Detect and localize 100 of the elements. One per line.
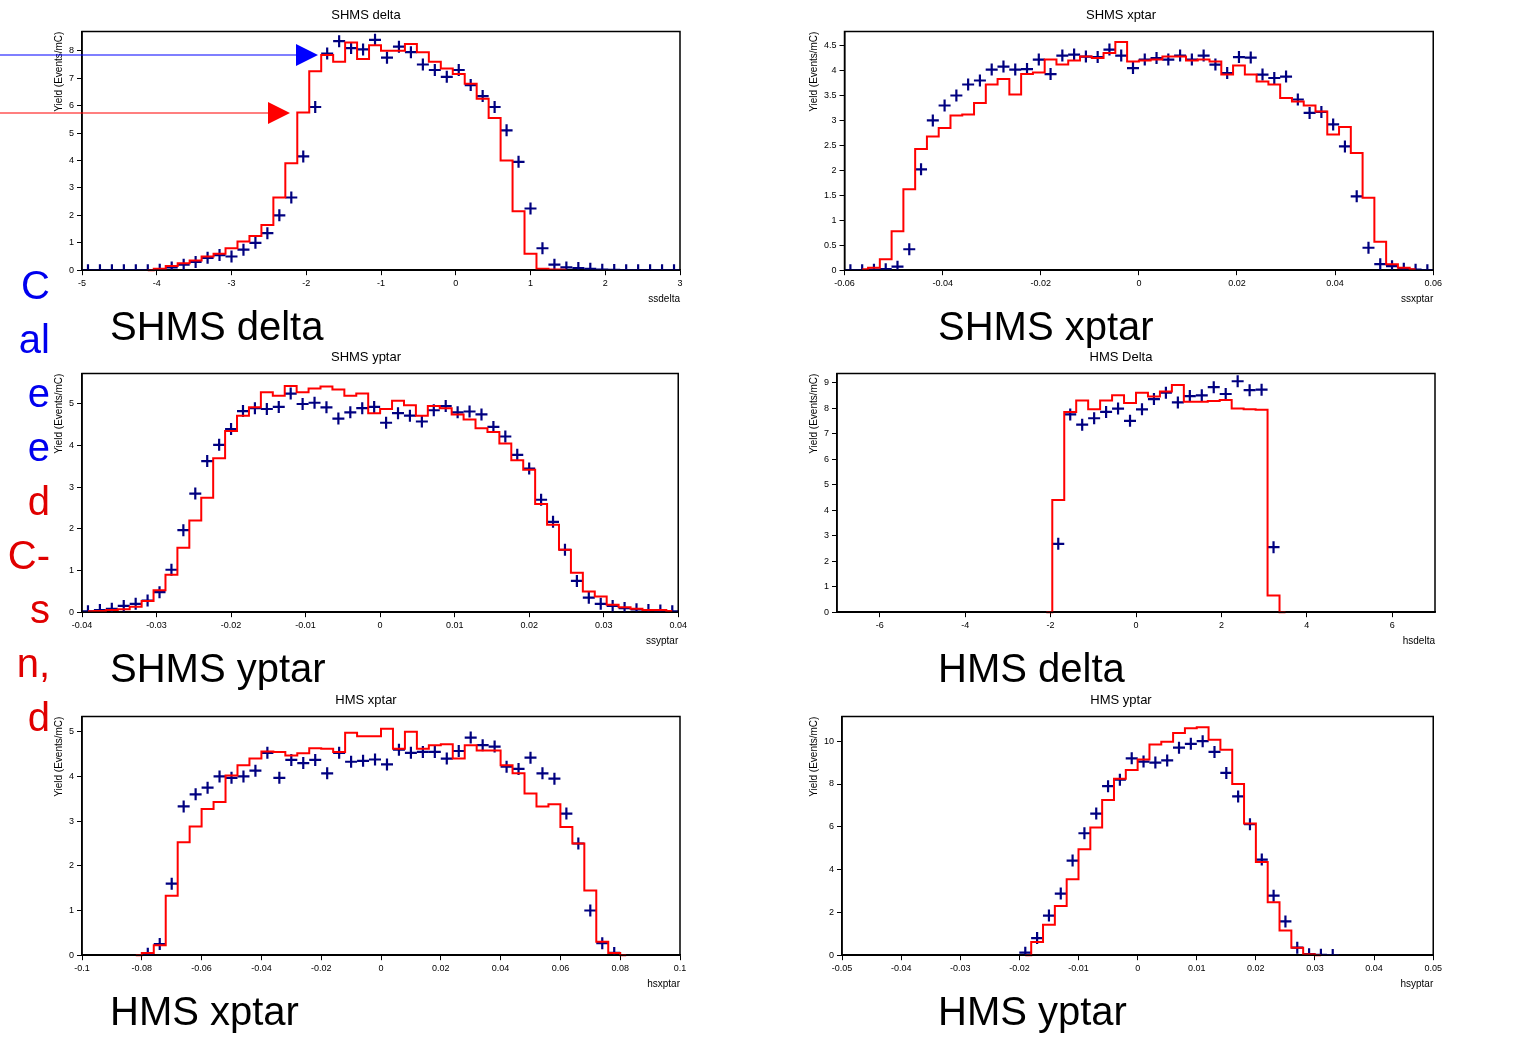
y-tick-label: 8	[68, 45, 75, 56]
x-tick-label: 0	[377, 620, 383, 631]
y-tick-label: 3	[68, 815, 75, 826]
x-tick-label: -0.1	[74, 963, 90, 974]
x-tick-label: -3	[227, 278, 236, 289]
y-tick-label: 3	[68, 182, 75, 193]
chart-title: SHMS yptar	[330, 349, 402, 365]
y-tick-label: 0	[823, 606, 830, 617]
y-tick-label: 2.5	[824, 139, 837, 150]
y-tick-label: 4.5	[824, 40, 837, 51]
text: HMS xptar	[110, 989, 299, 1033]
text: n,	[15, 640, 50, 687]
text: d	[26, 478, 50, 525]
y-axis-title: Yield (Events/mC)	[807, 373, 819, 454]
x-tick-label: 2	[1218, 620, 1224, 631]
x-tick-label: -5	[78, 278, 87, 289]
y-tick-label: 1	[68, 565, 75, 576]
text: SHMS xptar	[938, 304, 1154, 348]
x-tick-label: 0.06	[551, 963, 570, 974]
x-tick-label: 0.01	[1187, 963, 1206, 974]
x-tick-label: 0	[1133, 620, 1139, 631]
chart-title: SHMS delta	[331, 7, 402, 23]
y-axis-title: Yield (Events/mC)	[52, 716, 64, 797]
x-tick-label: 0	[378, 963, 384, 974]
x-tick-label: 0.03	[594, 620, 613, 631]
x-tick-label: -0.02	[310, 963, 332, 974]
y-tick-label: 2	[68, 860, 75, 871]
y-tick-label: 10	[824, 735, 835, 746]
x-tick-label: 0.04	[1365, 963, 1383, 974]
text: HMS yptar	[938, 989, 1127, 1033]
text: C-	[7, 532, 50, 579]
x-tick-label: -0.04	[890, 963, 912, 974]
x-tick-label: -0.06	[191, 963, 212, 974]
x-tick-label: -4	[152, 278, 161, 289]
y-tick-label: 1	[823, 581, 830, 592]
x-tick-label: 0.04	[491, 963, 510, 974]
y-tick-label: 5	[823, 479, 830, 490]
x-tick-label: 0.02	[1247, 963, 1265, 974]
x-tick-label: -0.08	[131, 963, 153, 974]
y-tick-label: 4	[68, 770, 75, 781]
text: d	[26, 694, 50, 741]
text: e	[26, 424, 50, 471]
x-tick-label: 3	[677, 278, 683, 289]
x-tick-label: -0.03	[950, 963, 971, 974]
y-tick-label: 0	[829, 949, 835, 960]
y-axis-title: Yield (Events/mC)	[807, 716, 819, 797]
x-tick-label: -2	[302, 278, 311, 289]
y-axis-title: Yield (Events/mC)	[52, 373, 64, 454]
x-axis-title: hsyptar	[1400, 977, 1434, 989]
x-tick-label: -1	[376, 278, 386, 289]
y-tick-label: 2	[68, 523, 75, 534]
x-tick-label: 0.01	[445, 620, 464, 631]
y-tick-label: 3	[831, 114, 837, 125]
y-tick-label: 3	[823, 530, 830, 541]
x-tick-label: 0	[453, 278, 459, 289]
text: SHMS yptar	[110, 646, 326, 690]
x-tick-label: 4	[1304, 620, 1310, 631]
y-tick-label: 5	[68, 726, 75, 737]
x-tick-label: 0.02	[1228, 278, 1246, 289]
x-tick-label: -0.06	[834, 278, 855, 289]
y-tick-label: 4	[68, 440, 75, 451]
y-tick-label: 6	[829, 821, 835, 832]
x-tick-label: 2	[602, 278, 608, 289]
x-tick-label: -0.04	[932, 278, 953, 289]
y-tick-label: 4	[829, 864, 835, 875]
x-tick-label: -0.02	[220, 620, 242, 631]
y-tick-label: 4	[823, 504, 830, 515]
y-tick-label: 2	[823, 555, 830, 566]
x-tick-label: 0.04	[1326, 278, 1344, 289]
x-axis-title: hsdelta	[1402, 634, 1436, 646]
chart-title: SHMS xptar	[1085, 7, 1157, 23]
x-tick-label: 0.08	[611, 963, 629, 974]
y-tick-label: 0	[68, 606, 75, 617]
y-tick-label: 7	[68, 72, 75, 83]
x-tick-label: 0.02	[432, 963, 450, 974]
x-tick-label: -0.04	[251, 963, 272, 974]
y-tick-label: 2	[68, 209, 75, 220]
y-tick-label: 6	[823, 453, 830, 464]
x-tick-label: -2	[1046, 620, 1055, 631]
text: al	[17, 316, 50, 363]
y-tick-label: 3.5	[824, 89, 837, 100]
x-tick-label: 1	[527, 278, 534, 289]
x-tick-label: 0.05	[1424, 963, 1443, 974]
text: HMS delta	[938, 646, 1125, 690]
chart-title: HMS xptar	[335, 692, 398, 708]
text: s	[29, 586, 50, 633]
y-tick-label: 6	[68, 100, 75, 111]
y-tick-label: 0	[68, 949, 75, 960]
x-tick-label: 0.06	[1424, 278, 1443, 289]
x-tick-label: 6	[1389, 620, 1395, 631]
chart-title: HMS Delta	[1089, 349, 1154, 365]
y-tick-label: 0	[831, 264, 837, 275]
y-tick-label: 5	[68, 398, 75, 409]
y-axis-title: Yield (Events/mC)	[52, 31, 64, 112]
x-tick-label: -0.03	[146, 620, 167, 631]
x-tick-label: -6	[875, 620, 884, 631]
text: e	[26, 370, 50, 417]
y-tick-label: 5	[68, 127, 75, 138]
y-tick-label: 4	[831, 65, 837, 76]
y-axis-title: Yield (Events/mC)	[807, 31, 819, 112]
